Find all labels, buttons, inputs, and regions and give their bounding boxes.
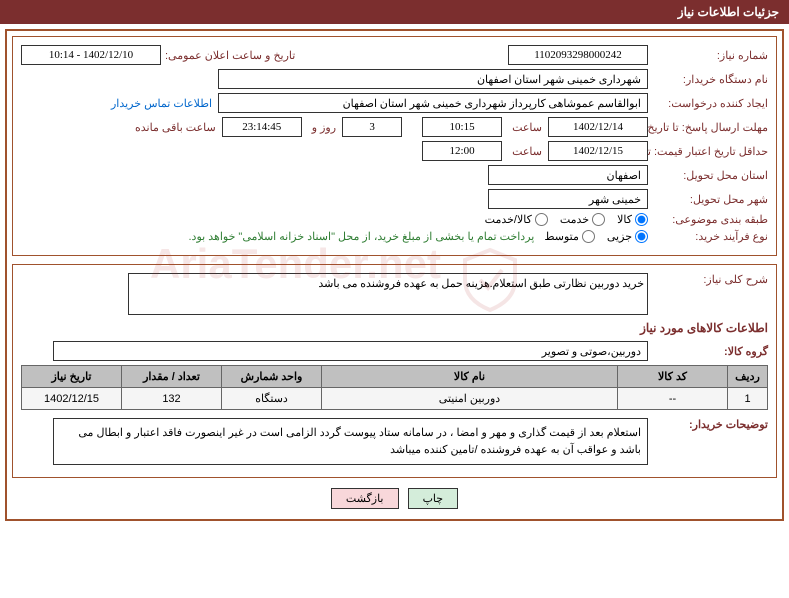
validity-label: حداقل تاریخ اعتبار قیمت: تا تاریخ: (648, 145, 768, 158)
goods-table: ردیف کد کالا نام کالا واحد شمارش تعداد /… (21, 365, 768, 410)
requester-field[interactable] (218, 93, 648, 113)
radio-both[interactable]: کالا/خدمت (485, 213, 548, 226)
desc-textarea[interactable] (128, 273, 648, 315)
days-and-label: روز و (308, 121, 336, 134)
validity-time-field[interactable] (422, 141, 502, 161)
cell-qty: 132 (122, 388, 222, 410)
th-unit: واحد شمارش (222, 366, 322, 388)
time-label-1: ساعت (508, 121, 542, 134)
page-title: جزئیات اطلاعات نیاز (678, 5, 779, 19)
button-row: چاپ بازگشت (12, 488, 777, 509)
th-code: کد کالا (618, 366, 728, 388)
buyer-notes-box: استعلام بعد از قیمت گذاری و مهر و امضا ،… (53, 418, 648, 465)
payment-note: پرداخت تمام یا بخشی از مبلغ خرید، از محل… (189, 230, 535, 243)
need-number-label: شماره نیاز: (648, 49, 768, 62)
remain-label: ساعت باقی مانده (131, 121, 216, 134)
desc-label: شرح کلی نیاز: (648, 273, 768, 286)
time-remaining-field[interactable] (222, 117, 302, 137)
process-radio-group: جزیی متوسط (544, 230, 648, 243)
radio-khadamat[interactable]: خدمت (560, 213, 605, 226)
delivery-province-label: استان محل تحویل: (648, 169, 768, 182)
requester-label: ایجاد کننده درخواست: (648, 97, 768, 110)
cell-name: دوربین امنیتی (322, 388, 618, 410)
th-name: نام کالا (322, 366, 618, 388)
process-label: نوع فرآیند خرید: (648, 230, 768, 243)
need-number-field[interactable] (508, 45, 648, 65)
main-container: شماره نیاز: تاریخ و ساعت اعلان عمومی: نا… (5, 29, 784, 521)
category-radio-group: کالا خدمت کالا/خدمت (485, 213, 648, 226)
buyer-notes-label: توضیحات خریدار: (648, 418, 768, 431)
category-label: طبقه بندی موضوعی: (648, 213, 768, 226)
back-button[interactable]: بازگشت (331, 488, 399, 509)
table-row: 1 -- دوربین امنیتی دستگاه 132 1402/12/15 (22, 388, 768, 410)
th-row: ردیف (728, 366, 768, 388)
page-header: جزئیات اطلاعات نیاز (0, 0, 789, 24)
group-label: گروه کالا: (648, 345, 768, 358)
print-button[interactable]: چاپ (408, 488, 459, 509)
cell-date: 1402/12/15 (22, 388, 122, 410)
th-qty: تعداد / مقدار (122, 366, 222, 388)
deadline-date-field[interactable] (548, 117, 648, 137)
goods-section-title: اطلاعات کالاهای مورد نیاز (21, 321, 768, 335)
cell-row: 1 (728, 388, 768, 410)
details-panel: شرح کلی نیاز: اطلاعات کالاهای مورد نیاز … (12, 264, 777, 478)
delivery-province-field[interactable] (488, 165, 648, 185)
group-field[interactable] (53, 341, 648, 361)
delivery-city-field[interactable] (488, 189, 648, 209)
radio-kala[interactable]: کالا (617, 213, 648, 226)
announce-date-field[interactable] (21, 45, 161, 65)
days-remaining-field[interactable] (342, 117, 402, 137)
delivery-city-label: شهر محل تحویل: (648, 193, 768, 206)
form-panel: شماره نیاز: تاریخ و ساعت اعلان عمومی: نا… (12, 36, 777, 256)
validity-date-field[interactable] (548, 141, 648, 161)
deadline-label: مهلت ارسال پاسخ: تا تاریخ: (648, 121, 768, 134)
contact-link[interactable]: اطلاعات تماس خریدار (111, 97, 212, 110)
cell-unit: دستگاه (222, 388, 322, 410)
buyer-org-label: نام دستگاه خریدار: (648, 73, 768, 86)
radio-partial[interactable]: جزیی (607, 230, 648, 243)
th-date: تاریخ نیاز (22, 366, 122, 388)
cell-code: -- (618, 388, 728, 410)
announce-date-label: تاریخ و ساعت اعلان عمومی: (161, 49, 295, 62)
buyer-org-field[interactable] (218, 69, 648, 89)
radio-medium[interactable]: متوسط (544, 230, 595, 243)
deadline-time-field[interactable] (422, 117, 502, 137)
time-label-2: ساعت (508, 145, 542, 158)
